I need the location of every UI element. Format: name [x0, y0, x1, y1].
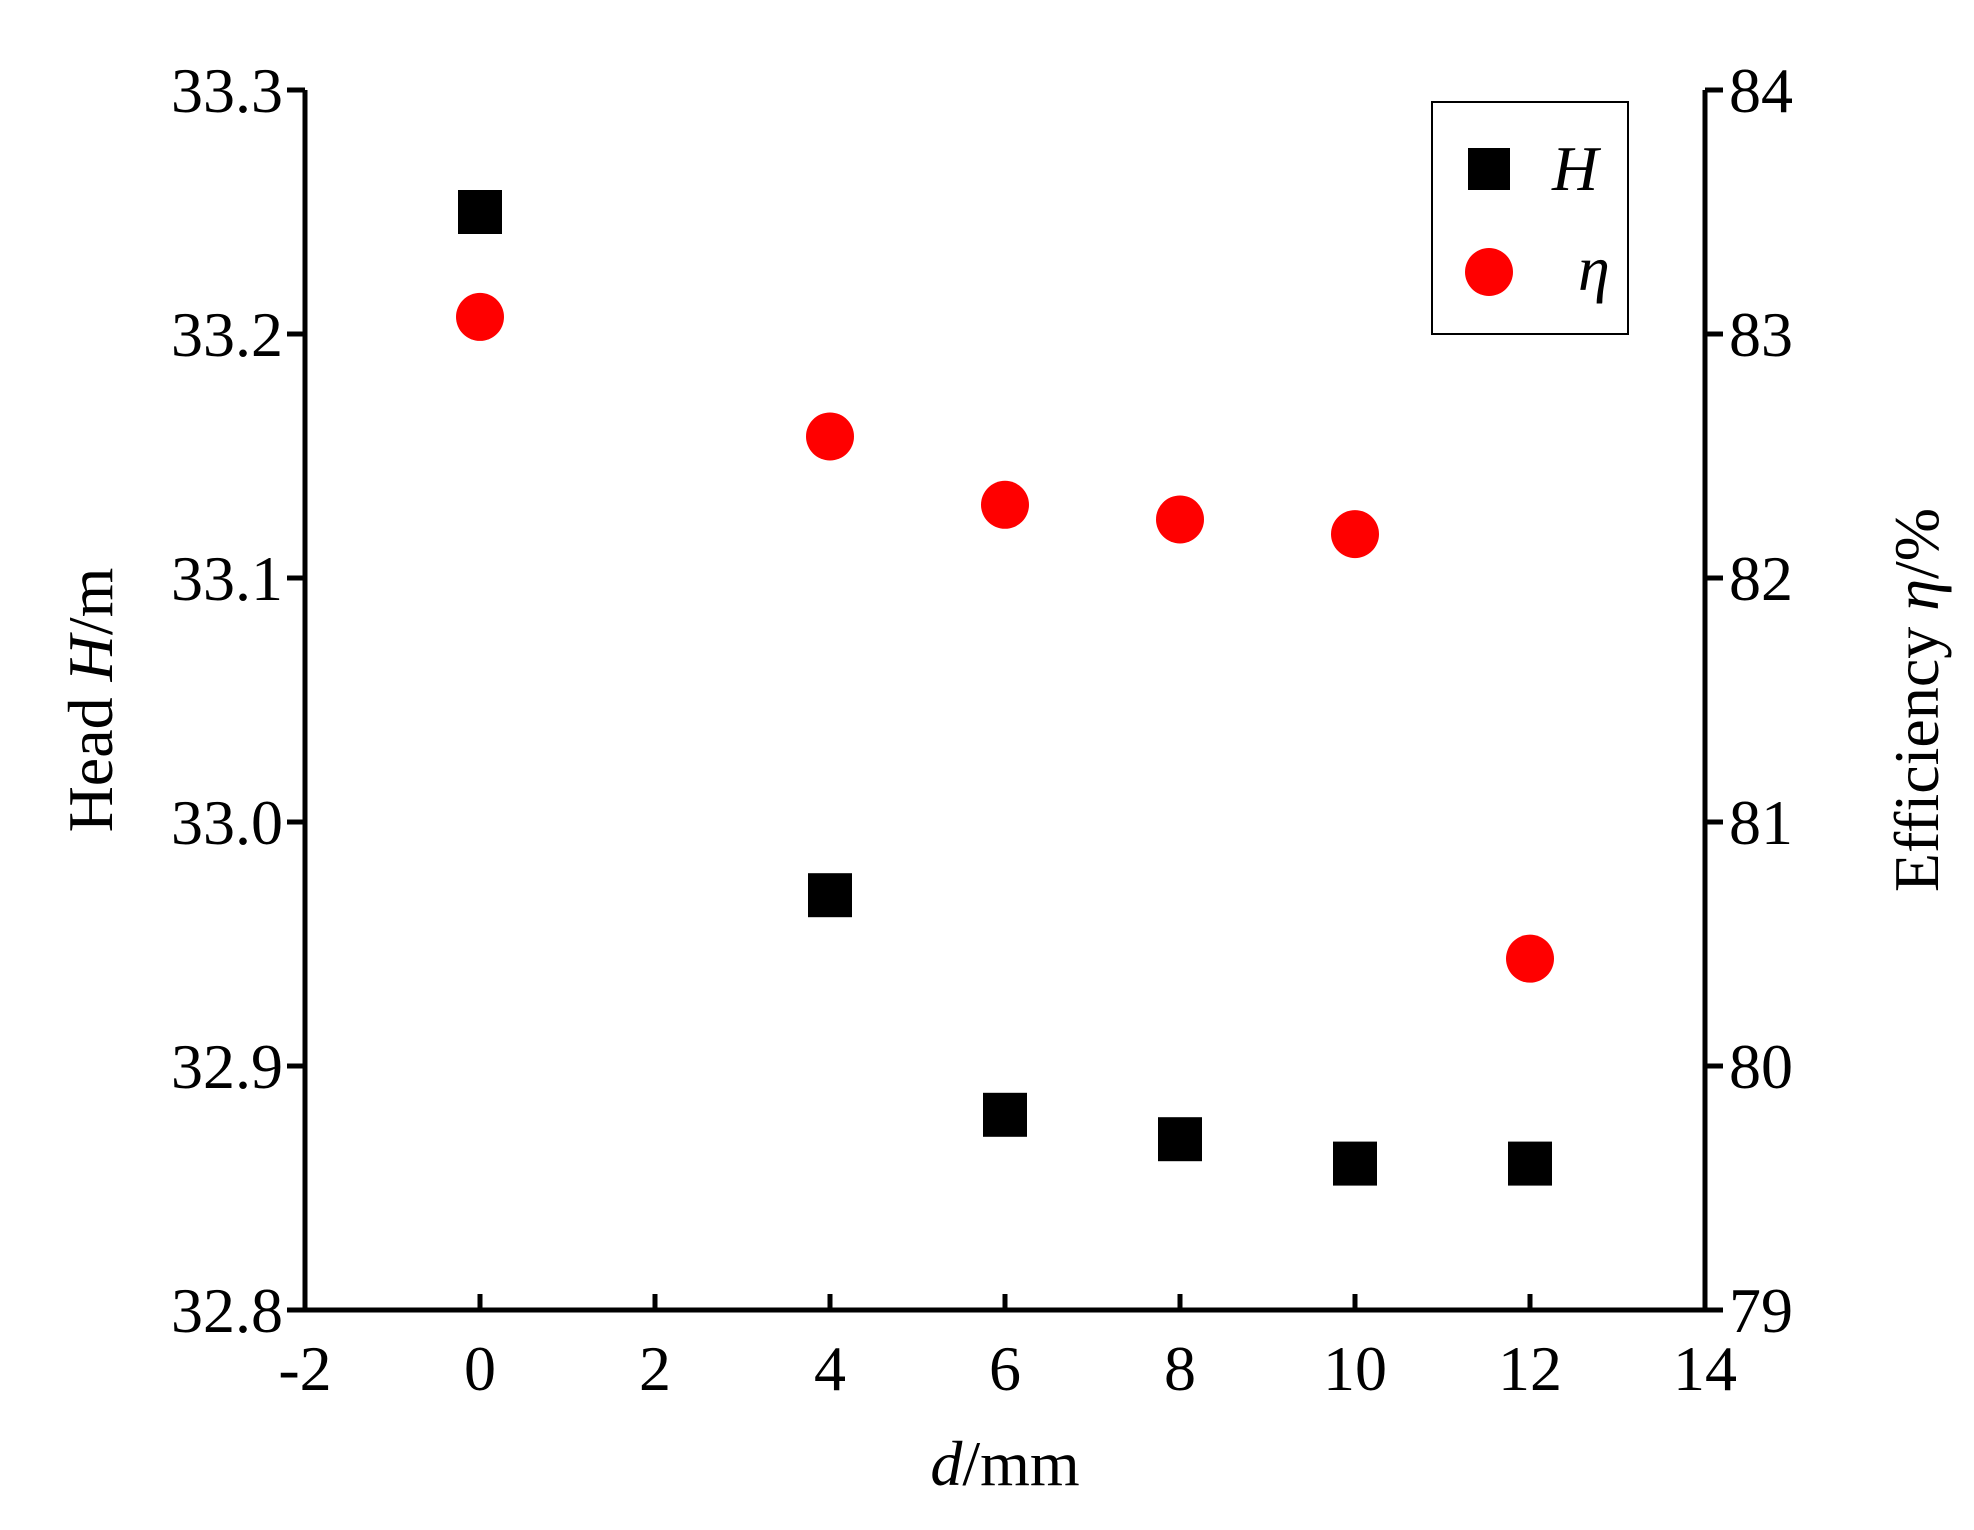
point-h-square	[458, 190, 502, 234]
x-tick-label: 12	[1498, 1333, 1562, 1404]
legend-label-h: H	[1551, 133, 1602, 204]
x-axis-title-unit: /mm	[962, 1428, 1079, 1499]
x-axis-title: d/mm	[930, 1428, 1079, 1499]
point-h-square	[1333, 1141, 1377, 1186]
left-y-tick-label: 33.3	[171, 55, 283, 126]
x-tick-label: 10	[1323, 1333, 1387, 1404]
legend: H η	[1431, 101, 1629, 335]
left-y-tick-label: 32.8	[171, 1275, 283, 1346]
legend-marker-h-square	[1468, 148, 1510, 190]
legend-marker-eta-circle	[1465, 248, 1513, 296]
left-y-axis-title-italic: H	[55, 631, 126, 682]
left-y-tick-label: 33.1	[171, 543, 283, 614]
right-y-axis-title-post: /%	[1881, 508, 1952, 579]
left-y-tick-label: 32.9	[171, 1031, 283, 1102]
point-eta-circle	[456, 292, 504, 341]
x-tick-label: 4	[814, 1333, 846, 1404]
left-y-axis-title-pre: Head	[55, 681, 126, 832]
x-tick-label: 2	[639, 1333, 671, 1404]
x-tick-label: 14	[1673, 1333, 1737, 1404]
point-h-square	[983, 1092, 1027, 1137]
right-y-tick-label: 84	[1729, 55, 1793, 126]
legend-box	[1431, 101, 1629, 335]
point-h-square	[1158, 1117, 1202, 1162]
right-y-tick-label: 81	[1729, 787, 1793, 858]
point-h-square	[1508, 1141, 1552, 1186]
left-y-tick-label: 33.2	[171, 299, 283, 370]
x-tick-label: 8	[1164, 1333, 1196, 1404]
point-eta-circle	[806, 412, 854, 461]
x-axis-title-italic: d	[930, 1428, 963, 1499]
point-eta-circle	[981, 480, 1029, 529]
point-eta-circle	[1331, 510, 1379, 559]
right-y-axis-title: Efficiency η/%	[1881, 508, 1952, 892]
point-eta-circle	[1156, 495, 1204, 544]
right-y-tick-label: 83	[1729, 299, 1793, 370]
right-y-axis-ticks: 79 80 81 82 83 84	[1705, 55, 1793, 1346]
x-tick-label: -2	[278, 1333, 331, 1404]
x-tick-label: 0	[464, 1333, 496, 1404]
data-points	[456, 190, 1554, 1186]
left-y-axis-title: Head H/m	[55, 568, 126, 833]
legend-label-eta: η	[1578, 233, 1610, 304]
left-y-tick-label: 33.0	[171, 787, 283, 858]
point-eta-circle	[1506, 934, 1554, 983]
left-y-axis-title-post: /m	[55, 568, 126, 636]
right-y-axis-title-pre: Efficiency	[1881, 611, 1952, 892]
right-y-tick-label: 79	[1729, 1275, 1793, 1346]
right-y-tick-label: 80	[1729, 1031, 1793, 1102]
right-y-tick-label: 82	[1729, 543, 1793, 614]
left-y-axis-ticks: 32.8 32.9 33.0 33.1 33.2 33.3	[171, 55, 305, 1346]
point-h-square	[808, 873, 852, 918]
x-axis-ticks: -2 0 2 4 6 8 10 12 14	[278, 1294, 1737, 1404]
x-tick-label: 6	[989, 1333, 1021, 1404]
right-y-axis-title-italic: η	[1881, 579, 1952, 611]
